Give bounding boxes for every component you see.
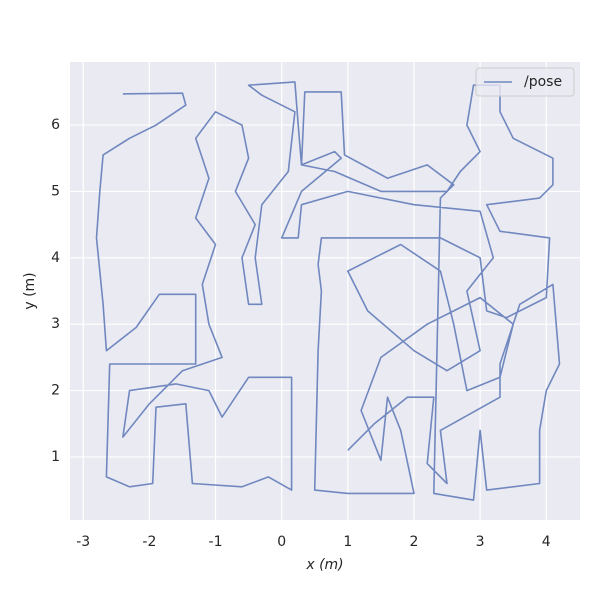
y-tick-label: 4 bbox=[51, 250, 60, 266]
y-tick-label: 1 bbox=[51, 449, 60, 465]
x-tick-label: 3 bbox=[476, 534, 485, 550]
y-tick-label: 6 bbox=[51, 117, 60, 133]
x-tick-label: -3 bbox=[76, 534, 90, 550]
x-tick-label: 0 bbox=[277, 534, 286, 550]
x-axis-label: x (m) bbox=[305, 557, 343, 573]
y-tick-label: 3 bbox=[51, 316, 60, 332]
x-tick-label: -2 bbox=[142, 534, 156, 550]
trajectory-line bbox=[95, 81, 561, 501]
legend-box bbox=[475, 67, 575, 97]
x-tick-label: 4 bbox=[542, 534, 551, 550]
y-tick-label: 5 bbox=[51, 183, 60, 199]
x-tick-label: 2 bbox=[410, 534, 419, 550]
x-tick-label: 1 bbox=[343, 534, 352, 550]
y-axis-label: y (m) bbox=[22, 272, 38, 309]
legend-label: /pose bbox=[524, 74, 562, 90]
y-tick-label: 2 bbox=[51, 383, 60, 399]
x-tick-label: -1 bbox=[209, 534, 223, 550]
